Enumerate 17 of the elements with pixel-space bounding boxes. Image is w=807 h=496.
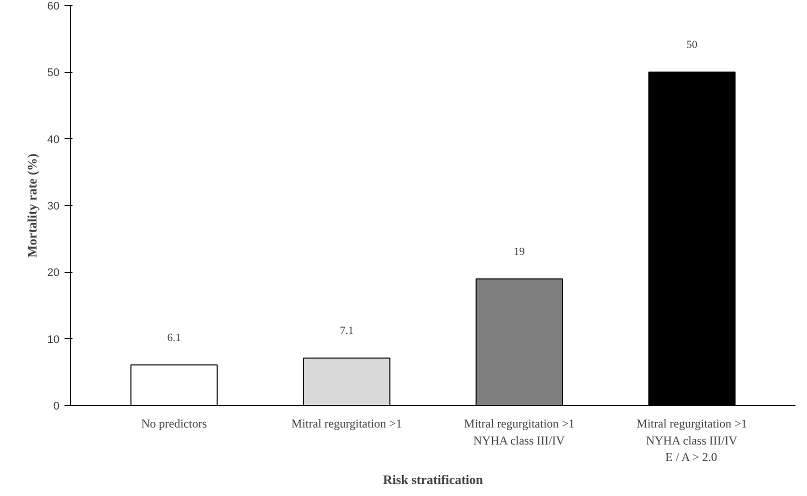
x-tick-label: Mitral regurgitation >1 NYHA class III/IV E / A > 2.0	[636, 416, 748, 464]
x-tick-label: No predictors	[141, 416, 208, 430]
x-axis-title: Risk stratification	[382, 472, 484, 488]
y-tick-label: 20	[47, 267, 60, 280]
y-tick-label: 50	[47, 67, 60, 80]
y-tick-label: 40	[47, 134, 60, 146]
y-tick-label: 0	[53, 400, 60, 412]
y-axis-title: Mortality rate (%)	[24, 154, 40, 258]
data-label: 50	[686, 39, 698, 52]
data-label: 7.1	[340, 325, 354, 338]
y-tick-label: 10	[47, 334, 60, 346]
x-tick-label: Mitral regurgitation >1 NYHA class III/IV	[464, 416, 575, 448]
data-label: 6.1	[167, 332, 181, 344]
x-tick-label: Mitral regurgitation >1	[291, 416, 402, 430]
y-tick-label: 60	[47, 0, 60, 12]
y-tick-label: 30	[47, 200, 60, 212]
data-label: 19	[514, 246, 526, 258]
